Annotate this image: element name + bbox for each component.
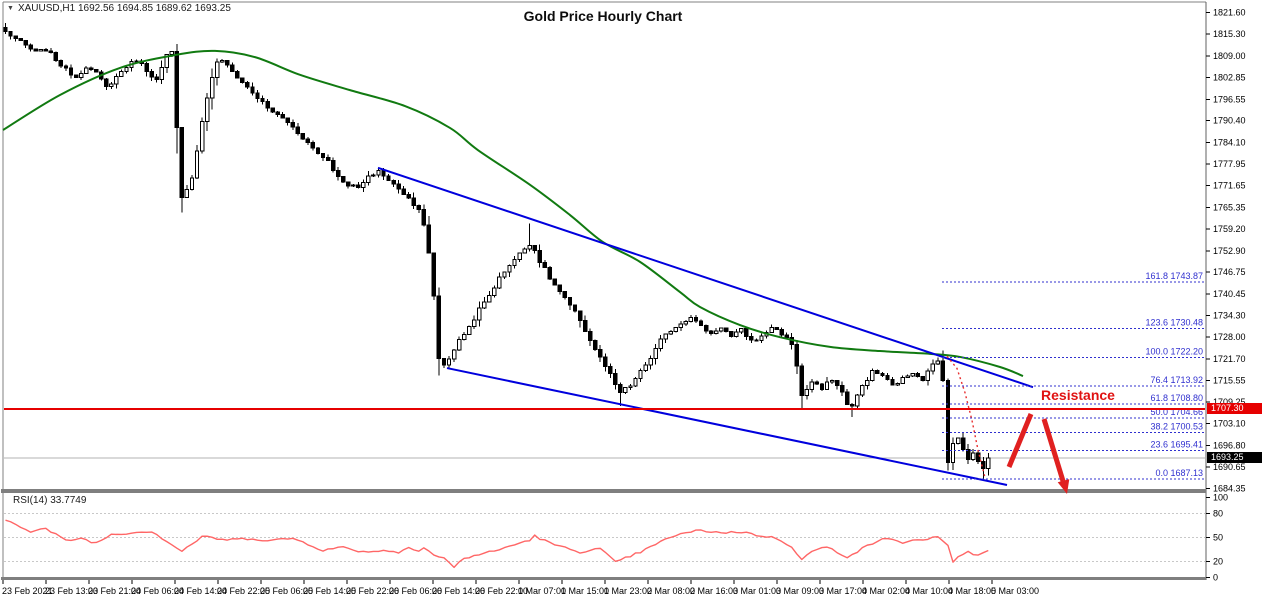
fib-level-label: 50.0 1704.66 <box>1150 407 1203 417</box>
price-tick-label: 1765.35 <box>1213 203 1246 213</box>
time-tick-label: 1 Mar 15:00 <box>561 586 609 596</box>
time-tick-label: 4 Mar 02:00 <box>862 586 910 596</box>
time-tick-label: 24 Feb 06:00 <box>131 586 184 596</box>
rsi-line[interactable] <box>5 519 989 569</box>
price-tick-label: 1815.30 <box>1213 29 1246 39</box>
moving-average-line[interactable] <box>2 49 1024 377</box>
trendlines[interactable] <box>377 166 1034 486</box>
price-axis[interactable]: 1821.60 1815.30 1809.00 1802.85 1796.55 1790.… <box>1206 7 1246 494</box>
rsi-tick-label: 20 <box>1213 557 1223 567</box>
fib-level-label: 61.8 1708.80 <box>1150 393 1203 403</box>
rsi-indicator-label: RSI(14) 33.7749 <box>13 495 87 506</box>
time-tick-label: 24 Feb 22:00 <box>217 586 270 596</box>
time-tick-label: 1 Mar 07:00 <box>518 586 566 596</box>
price-tick-label: 1728.00 <box>1213 332 1246 342</box>
price-tick-label: 1771.65 <box>1213 181 1246 191</box>
resistance-annotation-label[interactable]: Resistance <box>1041 387 1115 403</box>
time-tick-label: 26 Feb 14:00 <box>432 586 485 596</box>
price-tick-label: 1696.80 <box>1213 440 1246 450</box>
time-tick-label: 23 Feb 13:00 <box>45 586 98 596</box>
time-tick-label: 26 Feb 06:00 <box>389 586 442 596</box>
time-tick-label: 3 Mar 01:00 <box>733 586 781 596</box>
price-tick-label: 1809.00 <box>1213 51 1246 61</box>
resistance-price-tag: 1707.30 <box>1207 403 1262 414</box>
arrow-head-icon <box>1057 479 1070 494</box>
price-tick-label: 1703.10 <box>1213 419 1246 429</box>
time-tick-label: 5 Mar 03:00 <box>991 586 1039 596</box>
time-tick-label: 25 Feb 06:00 <box>260 586 313 596</box>
time-tick-label: 25 Feb 14:00 <box>303 586 356 596</box>
price-tick-label: 1802.85 <box>1213 72 1246 82</box>
time-tick-label: 23 Feb 2021 <box>2 586 53 596</box>
price-tick-label: 1759.20 <box>1213 224 1246 234</box>
price-tick-label: 1752.90 <box>1213 246 1246 256</box>
pane-divider[interactable] <box>1 489 1206 580</box>
price-tick-label: 1796.55 <box>1213 94 1246 104</box>
current-price-tag: 1693.25 <box>1207 452 1262 463</box>
descending-trendline-upper[interactable] <box>377 166 1034 389</box>
time-tick-label: 23 Feb 21:00 <box>88 586 141 596</box>
price-tick-label: 1715.55 <box>1213 375 1246 385</box>
fib-level-label: 100.0 1722.20 <box>1145 346 1203 356</box>
sell-arrow-annotation[interactable] <box>1006 413 1070 494</box>
symbol-dropdown-icon[interactable]: ▼ <box>7 5 14 12</box>
fib-level-label: 161.8 1743.87 <box>1145 271 1203 281</box>
time-tick-label: 25 Feb 22:00 <box>346 586 399 596</box>
time-tick-label: 3 Mar 09:00 <box>776 586 824 596</box>
time-tick-label: 4 Mar 10:00 <box>905 586 953 596</box>
fib-level-label: 76.4 1713.92 <box>1150 375 1203 385</box>
price-tick-label: 1746.75 <box>1213 267 1246 277</box>
rsi-tick-label: 100 <box>1213 493 1228 503</box>
symbol-ohlc-info: ▼ XAUUSD,H1 1692.56 1694.85 1689.62 1693.… <box>7 3 231 14</box>
price-tick-label: 1784.10 <box>1213 138 1246 148</box>
time-tick-label: 4 Mar 18:00 <box>948 586 996 596</box>
time-tick-label: 24 Feb 14:00 <box>174 586 227 596</box>
fibonacci-retracement[interactable]: 161.8 1743.87 123.6 1730.48 100.0 1722.20 7… <box>942 271 1205 480</box>
rsi-level-lines <box>4 513 1205 562</box>
fib-level-label: 38.2 1700.53 <box>1150 421 1203 431</box>
price-tick-label: 1740.45 <box>1213 289 1246 299</box>
time-tick-label: 2 Mar 08:00 <box>647 586 695 596</box>
fib-level-label: 23.6 1695.41 <box>1150 439 1203 449</box>
price-tick-label: 1721.70 <box>1213 354 1246 364</box>
rsi-tick-label: 0 <box>1213 573 1218 583</box>
time-tick-label: 3 Mar 17:00 <box>819 586 867 596</box>
price-tick-label: 1690.65 <box>1213 462 1246 472</box>
rsi-scale[interactable]: 100 80 50 20 0 <box>1206 493 1228 583</box>
price-tick-label: 1709.25 <box>1213 397 1246 407</box>
symbol-ohlc-text: XAUUSD,H1 1692.56 1694.85 1689.62 1693.2… <box>17 3 231 14</box>
fib-level-label: 0.0 1687.13 <box>1155 468 1203 478</box>
time-tick-label: 1 Mar 23:00 <box>604 586 652 596</box>
price-tick-label: 1777.95 <box>1213 159 1246 169</box>
price-tick-label: 1684.35 <box>1213 484 1246 494</box>
descending-trendline-lower[interactable] <box>446 367 1008 486</box>
time-tick-label: 2 Mar 16:00 <box>690 586 738 596</box>
rsi-tick-label: 80 <box>1213 509 1223 519</box>
fib-level-label: 123.6 1730.48 <box>1145 318 1203 328</box>
chart-title: Gold Price Hourly Chart <box>523 8 683 24</box>
time-tick-label: 26 Feb 22:00 <box>475 586 528 596</box>
price-tick-label: 1734.30 <box>1213 310 1246 320</box>
chart-border <box>2 1 1207 580</box>
price-tick-label: 1821.60 <box>1213 7 1246 17</box>
projection-dotted-line[interactable] <box>946 355 986 478</box>
rsi-tick-label: 50 <box>1213 533 1223 543</box>
price-tick-label: 1790.40 <box>1213 116 1246 126</box>
candlestick-series <box>3 22 991 479</box>
